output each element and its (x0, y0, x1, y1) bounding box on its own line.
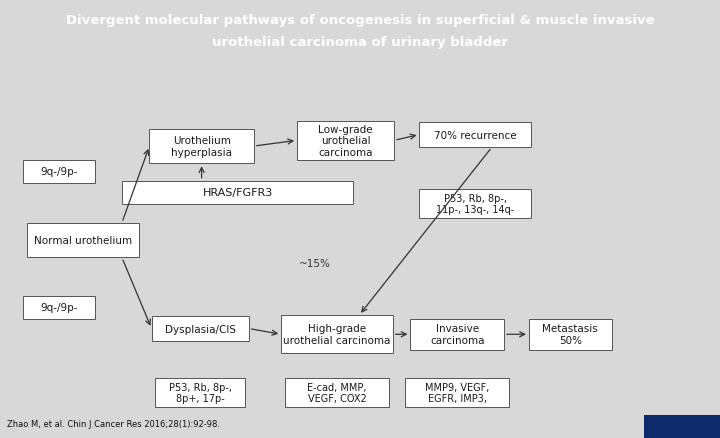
Text: 70% recurrence: 70% recurrence (434, 130, 516, 140)
Text: Low-grade
urothelial
carcinoma: Low-grade urothelial carcinoma (318, 124, 373, 158)
Bar (122, 181, 353, 204)
Bar (419, 123, 531, 148)
Text: MMP9, VEGF,
EGFR, IMP3,: MMP9, VEGF, EGFR, IMP3, (425, 382, 490, 403)
Bar (528, 319, 612, 350)
Text: P53, Rb, 8p-,
11p-, 13q-, 14q-: P53, Rb, 8p-, 11p-, 13q-, 14q- (436, 194, 514, 215)
Bar (644, 415, 720, 438)
Text: ~15%: ~15% (299, 258, 330, 268)
Text: High-grade
urothelial carcinoma: High-grade urothelial carcinoma (283, 324, 391, 345)
Bar (405, 378, 510, 407)
Text: Metastasis
50%: Metastasis 50% (542, 324, 598, 345)
Bar (150, 130, 254, 164)
Text: Divergent molecular pathways of oncogenesis in superficial & muscle invasive: Divergent molecular pathways of oncogene… (66, 14, 654, 27)
Bar (297, 122, 395, 160)
Text: E-cad, MMP,
VEGF, COX2: E-cad, MMP, VEGF, COX2 (307, 382, 366, 403)
Bar (419, 190, 531, 219)
Bar (152, 316, 249, 341)
Text: Urothelium
hyperplasia: Urothelium hyperplasia (171, 136, 232, 158)
Text: Invasive
carcinoma: Invasive carcinoma (430, 324, 485, 345)
Text: 9q-/9p-: 9q-/9p- (40, 303, 78, 313)
Text: Dysplasia/CIS: Dysplasia/CIS (165, 324, 235, 334)
Text: HRAS/FGFR3: HRAS/FGFR3 (202, 188, 273, 198)
Bar (282, 315, 393, 354)
Bar (23, 160, 95, 183)
Text: urothelial carcinoma of urinary bladder: urothelial carcinoma of urinary bladder (212, 36, 508, 49)
Text: 9q-/9p-: 9q-/9p- (40, 166, 78, 177)
Text: Normal urothelium: Normal urothelium (34, 236, 132, 246)
Text: P53, Rb, 8p-,
8p+, 17p-: P53, Rb, 8p-, 8p+, 17p- (168, 382, 232, 403)
Text: Zhao M, et al. Chin J Cancer Res 2016;28(1):92-98.: Zhao M, et al. Chin J Cancer Res 2016;28… (7, 420, 220, 428)
Bar (410, 319, 504, 350)
Bar (156, 378, 245, 407)
Bar (27, 223, 138, 258)
Bar (285, 378, 389, 407)
Bar (23, 296, 95, 319)
